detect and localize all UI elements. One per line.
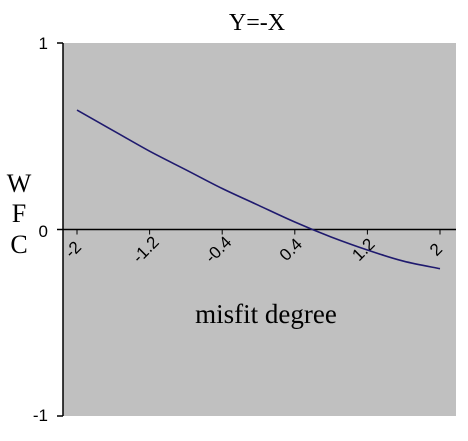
series-line [76, 109, 441, 270]
y-axis-label-line-3: C [10, 230, 27, 259]
y-axis-label-line-1: W [7, 169, 32, 198]
x-axis-label: misfit degree [195, 299, 337, 329]
y-tick-label-minus-1: -1 [33, 406, 48, 425]
y-tick-label-1: 1 [39, 34, 48, 53]
y-tick-label-0: 0 [39, 222, 48, 241]
chart-title: Y=-X [229, 10, 285, 36]
y-axis-label-line-2: F [12, 199, 26, 228]
